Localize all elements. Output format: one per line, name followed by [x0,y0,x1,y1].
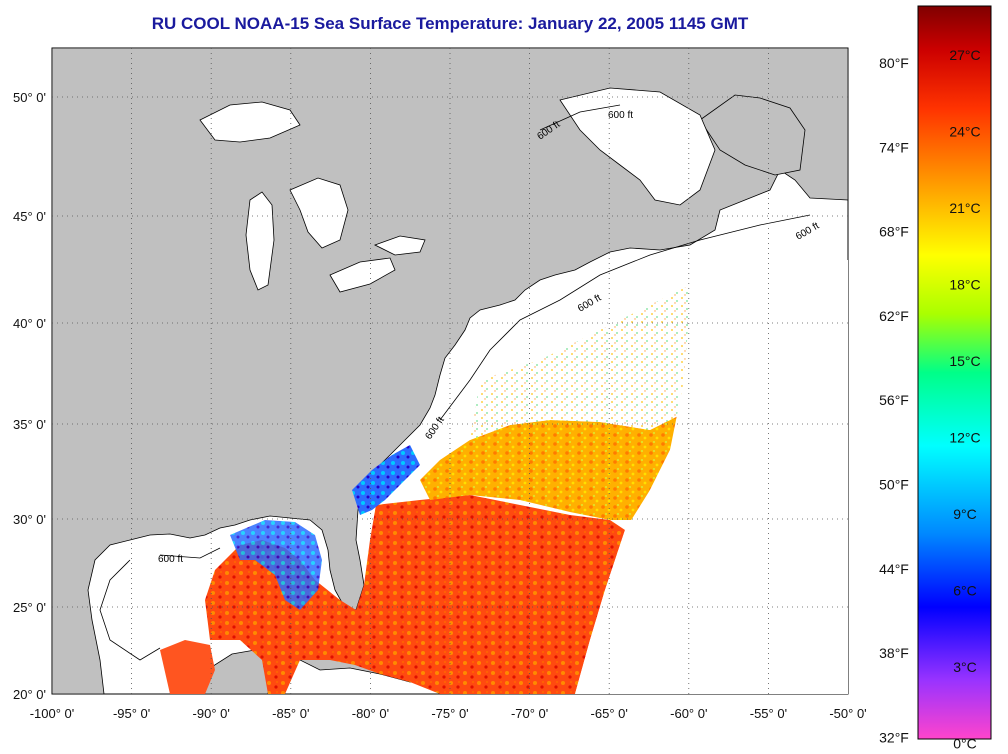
land-newfoundland [699,94,806,176]
colorbar-celsius-label: 12°C [949,430,980,446]
colorbar [917,5,992,740]
colorbar-fahrenheit-label: 80°F [879,55,909,71]
sst-gulf-warm-west [160,640,215,694]
sst-warm-region [205,495,625,694]
colorbar-celsius-label: 27°C [949,47,980,63]
colorbar-celsius-labels: 27°C 24°C 21°C 18°C 15°C 12°C 9°C 6°C 3°C 0°C [949,47,980,752]
lat-tick-label: 45° 0' [13,209,46,224]
sst-mid-region [420,415,680,520]
lon-tick-label: -65° 0' [591,706,628,721]
lat-tick-label: 30° 0' [13,512,46,527]
sst-speckle-region [470,285,690,440]
colorbar-celsius-label: 24°C [949,124,980,140]
colorbar-fahrenheit-label: 62°F [879,308,909,324]
lon-tick-label: -95° 0' [113,706,150,721]
lon-tick-label: -50° 0' [829,706,866,721]
colorbar-celsius-label: 6°C [953,583,977,599]
colorbar-fahrenheit-labels: 80°F 74°F 68°F 62°F 56°F 50°F 44°F 38°F 32°F [879,55,909,745]
great-lakes [199,101,426,293]
gulf-st-lawrence [559,87,716,206]
lon-tick-label: -70° 0' [511,706,548,721]
svg-text:600 ft: 600 ft [608,110,633,121]
lat-tick-label: 40° 0' [13,316,46,331]
colorbar-celsius-label: 9°C [953,506,977,522]
lat-tick-label: 35° 0' [13,417,46,432]
lon-tick-label: -60° 0' [670,706,707,721]
colorbar-fahrenheit-label: 56°F [879,392,909,408]
sst-cool-gulf [230,520,322,610]
sst-cool-coast [352,445,420,515]
colorbar-celsius-label: 3°C [953,659,977,675]
colorbar-fahrenheit-label: 74°F [879,139,909,155]
lon-tick-label: -55° 0' [750,706,787,721]
lon-tick-label: -90° 0' [193,706,230,721]
lat-tick-label: 25° 0' [13,600,46,615]
colorbar-celsius-label: 21°C [949,200,980,216]
colorbar-fahrenheit-label: 44°F [879,561,909,577]
lon-tick-label: -85° 0' [272,706,309,721]
swath-edge [575,260,848,694]
colorbar-celsius-label: 15°C [949,353,980,369]
latitude-tick-labels: 20° 0' 25° 0' 30° 0' 35° 0' 40° 0' 45° 0' 50° … [13,90,46,702]
lat-tick-label: 20° 0' [13,687,46,702]
lon-tick-label: -75° 0' [431,706,468,721]
colorbar-fahrenheit-label: 68°F [879,224,909,240]
lat-tick-label: 50° 0' [13,90,46,105]
lon-tick-label: -100° 0' [30,706,75,721]
svg-text:600 ft: 600 ft [158,554,183,565]
map-title: RU COOL NOAA-15 Sea Surface Temperature:… [151,14,749,33]
isobath-600ft [99,104,811,661]
colorbar-fahrenheit-label: 50°F [879,477,909,493]
lon-tick-label: -80° 0' [352,706,389,721]
colorbar-celsius-label: 0°C [953,736,977,752]
colorbar-celsius-label: 18°C [949,277,980,293]
longitude-tick-labels: -100° 0' -95° 0' -90° 0' -85° 0' -80° 0' -75°… [30,706,867,721]
colorbar-fahrenheit-label: 38°F [879,645,909,661]
colorbar-fahrenheit-label: 32°F [879,729,909,745]
